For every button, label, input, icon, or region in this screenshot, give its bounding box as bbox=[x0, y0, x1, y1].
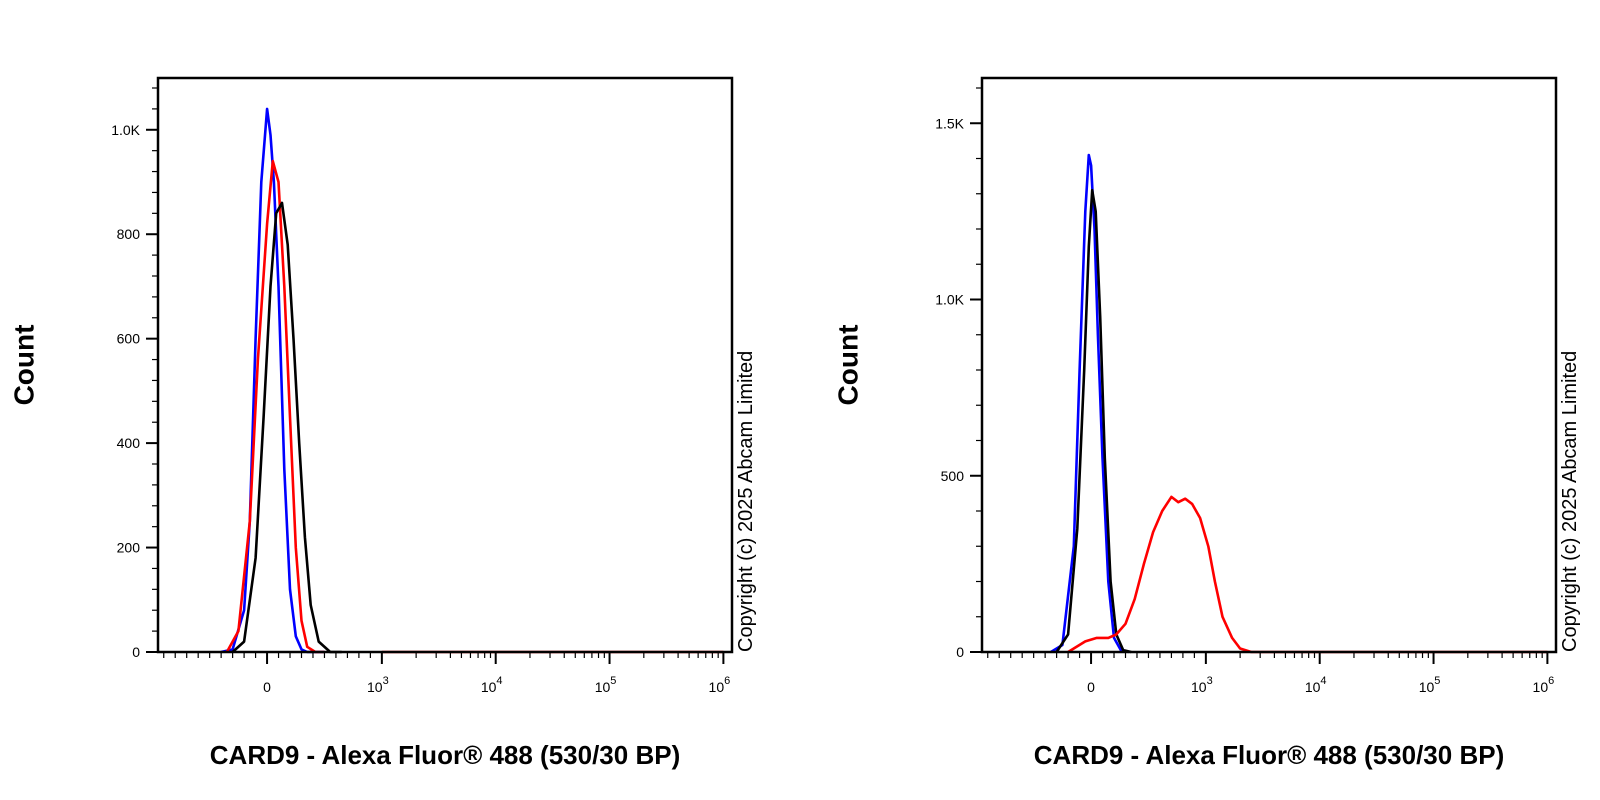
x-tick-label: 103 bbox=[367, 675, 389, 695]
x-axis-label: CARD9 - Alexa Fluor® 488 (530/30 BP) bbox=[1034, 740, 1504, 770]
x-tick-label: 104 bbox=[481, 675, 503, 695]
y-axis-label: Count bbox=[8, 325, 39, 406]
x-tick-label: 105 bbox=[1419, 675, 1441, 695]
plot-frame bbox=[980, 76, 1558, 654]
copyright-notice: Copyright (c) 2025 Abcam Limited bbox=[1559, 351, 1581, 652]
y-tick-label: 500 bbox=[941, 468, 965, 484]
x-tick-label: 103 bbox=[1191, 675, 1213, 695]
y-tick-label: 1.0K bbox=[111, 122, 140, 138]
y-axis-label: Count bbox=[832, 325, 863, 406]
x-tick-label: 0 bbox=[263, 679, 271, 695]
y-tick-label: 1.0K bbox=[935, 292, 964, 308]
copyright-notice: Copyright (c) 2025 Abcam Limited bbox=[735, 351, 757, 652]
chart-panel-2: 0 500 1.0K 1.5K 0 103 104 105 106 Count CARD9 - Al… bbox=[832, 76, 1581, 770]
histogram-series-3 bbox=[231, 201, 342, 654]
y-tick-label: 0 bbox=[956, 644, 964, 660]
x-tick-label: 104 bbox=[1305, 675, 1327, 695]
histogram-series-2 bbox=[1055, 188, 1132, 654]
plot-frame bbox=[156, 76, 734, 654]
x-tick-label: 105 bbox=[595, 675, 617, 695]
y-tick-label: 600 bbox=[117, 331, 141, 347]
chart-panel-1: 0 200 400 600 800 1.0K 0 103 104 105 106 Count CARD9… bbox=[8, 76, 757, 770]
x-axis-label: CARD9 - Alexa Fluor® 488 (530/30 BP) bbox=[210, 740, 680, 770]
histogram-series-2 bbox=[225, 159, 325, 654]
histogram-series-3 bbox=[1067, 495, 1548, 654]
y-tick-label: 200 bbox=[117, 540, 141, 556]
y-tick-label: 0 bbox=[132, 644, 140, 660]
x-tick-label: 106 bbox=[709, 675, 731, 695]
y-tick-label: 800 bbox=[117, 226, 141, 242]
y-tick-label: 400 bbox=[117, 435, 141, 451]
y-tick-label: 1.5K bbox=[935, 115, 964, 131]
x-tick-label: 106 bbox=[1533, 675, 1555, 695]
x-tick-label: 0 bbox=[1087, 679, 1095, 695]
